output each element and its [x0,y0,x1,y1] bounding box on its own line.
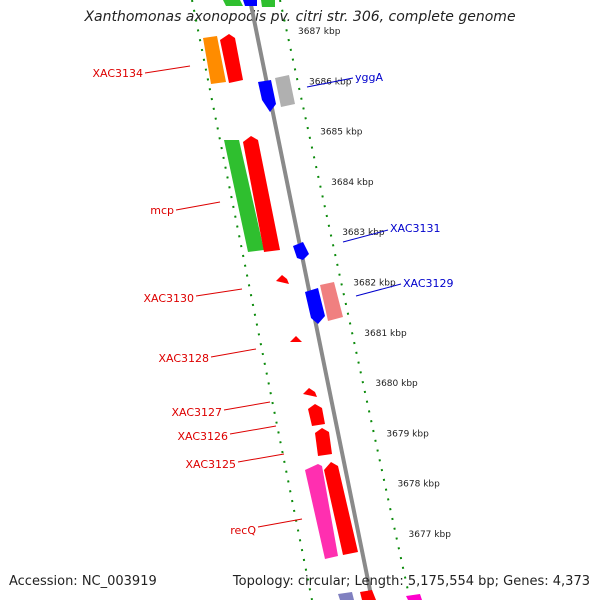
leader-XAC3130 [195,288,243,297]
gene-arrow-XAC3126[interactable] [308,404,325,426]
label-yggA[interactable]: yggA [355,71,383,84]
gene-arrow-XAC3125[interactable] [315,428,332,456]
label-XAC3126[interactable]: XAC3126 [177,430,228,443]
leader-XAC3134 [144,65,191,74]
gene-arrow-top-green-right[interactable] [261,0,275,7]
label-XAC3127[interactable]: XAC3127 [171,406,222,419]
gene-arrow-top-green[interactable] [223,0,243,6]
gene-arrow-yggA[interactable] [258,80,276,112]
gene-arrow-bottom-2[interactable] [360,590,376,600]
gene-arrow-XAC3130[interactable] [276,275,289,284]
label-XAC3131[interactable]: XAC3131 [390,222,441,235]
label-XAC3130[interactable]: XAC3130 [143,292,194,305]
leader-XAC3125 [237,453,285,463]
leader-XAC3131 [342,229,389,243]
gene-arrow-bottom-1[interactable] [338,592,354,600]
label-recQ[interactable]: recQ [230,524,256,537]
scale-tick-label: 3685 kbp [320,128,363,138]
gene-arrow-XAC3129[interactable] [305,288,325,324]
scale-tick-label: 3677 kbp [409,530,452,540]
gene-arrow-XAC3131[interactable] [293,242,309,260]
map-title: Xanthomonas axonopodis pv. citri str. 30… [84,9,516,25]
gene-arrow-grey[interactable] [275,75,295,107]
gene-arrow-XAC3128[interactable] [290,336,302,342]
leader-XAC3127 [223,401,271,411]
scale-tick-label: 3679 kbp [386,429,429,439]
label-mcp[interactable]: mcp [150,204,174,217]
label-XAC3125[interactable]: XAC3125 [185,458,236,471]
gene-arrow-XAC3127[interactable] [303,388,317,397]
leader-recQ [257,518,303,528]
gene-arrow-mcp[interactable] [243,136,280,252]
scale-tick-label: 3683 kbp [342,228,385,238]
genome-info-text: Topology: circular; Length: 5,175,554 bp… [232,574,590,589]
leader-mcp [175,201,221,211]
leader-XAC3128 [210,348,257,358]
scale-tick-label: 3681 kbp [364,329,407,339]
scale-tick-label: 3680 kbp [375,379,418,389]
scale-tick-label: 3684 kbp [331,178,374,188]
scale-tick-label: 3682 kbp [353,279,396,289]
label-XAC3128[interactable]: XAC3128 [158,352,209,365]
gene-arrow-XAC3134[interactable] [220,34,243,83]
leader-XAC3129 [355,283,402,297]
gene-labels: XAC3134 mcp XAC3130 XAC3128 XAC3127 XAC3… [92,65,454,537]
gene-arrow-salmon[interactable] [320,282,343,321]
gene-arrow-bottom-magenta[interactable] [406,594,422,600]
forward-strand-outer-border [279,0,411,600]
scale-tick-label: 3678 kbp [397,480,440,490]
gene-arrow-orange[interactable] [203,36,226,84]
label-XAC3129[interactable]: XAC3129 [403,277,454,290]
accession-text: Accession: NC_003919 [9,574,157,589]
label-XAC3134[interactable]: XAC3134 [92,67,143,80]
leader-yggA [306,77,354,88]
gene-arrow-green-mcp[interactable] [224,140,264,252]
gene-arrow-top-blue[interactable] [243,0,257,6]
gene-arrow-pink[interactable] [305,464,338,559]
gene-arrow-recQ[interactable] [324,462,358,555]
leader-XAC3126 [229,425,277,435]
reverse-strand-outer-border [191,0,313,600]
scale-tick-label: 3687 kbp [298,27,341,37]
